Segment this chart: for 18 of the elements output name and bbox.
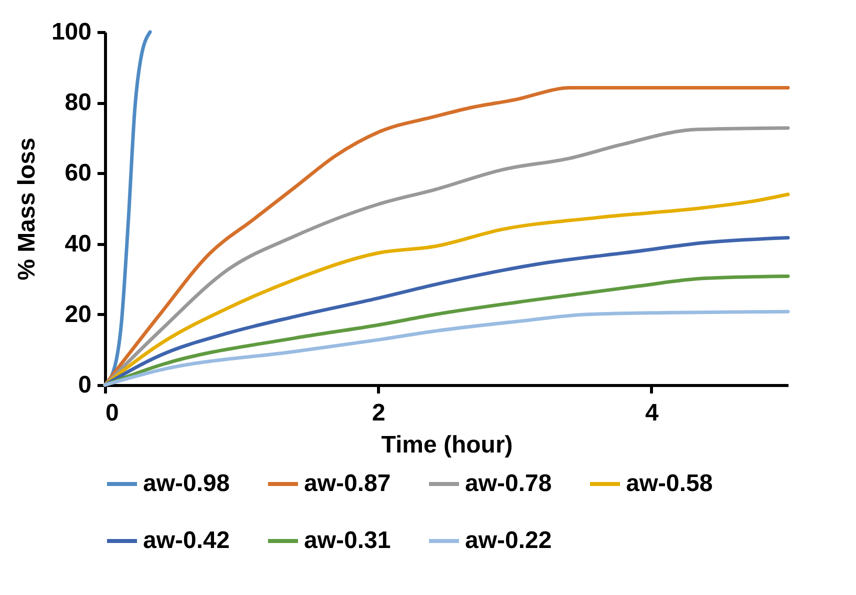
y-tick-label: 60 (64, 160, 92, 187)
y-tick-label: 80 (64, 89, 92, 116)
y-tick-label: 20 (64, 300, 92, 328)
x-tick-label: 2 (372, 400, 386, 426)
y-tick-label: 0 (78, 372, 92, 398)
legend-label: aw-0.87 (304, 470, 391, 497)
x-tick-label: 4 (645, 400, 660, 426)
legend-label: aw-0.22 (465, 527, 552, 554)
y-tick-label: 40 (64, 230, 92, 258)
legend-label: aw-0.98 (143, 470, 230, 497)
legend-label: aw-0.42 (143, 527, 230, 554)
x-axis-title: Time (hour) (381, 432, 513, 458)
legend-label: aw-0.31 (304, 527, 391, 554)
legend-label: aw-0.58 (626, 470, 713, 497)
y-tick-label: 100 (51, 18, 92, 46)
x-tick-label: 0 (106, 400, 119, 426)
legend-label: aw-0.78 (465, 470, 552, 497)
y-axis-title: % Mass loss (13, 138, 40, 280)
